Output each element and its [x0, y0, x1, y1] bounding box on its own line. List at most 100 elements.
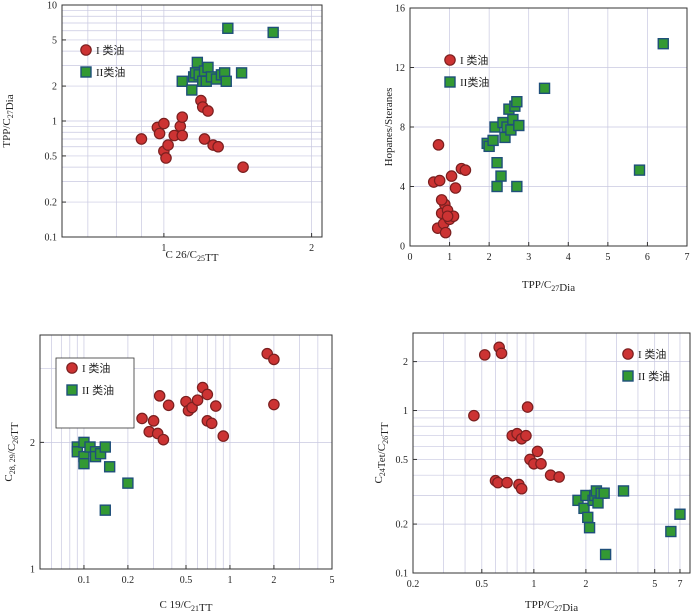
x-axis-label: C 19/C21TT	[160, 599, 213, 613]
data-point-type-i	[191, 394, 204, 406]
chart-c24tet-vs-tpp: 0.2 0.5 1 2 5 70.10.20.512TPP/C27DiaC24Tet/C2…	[373, 332, 691, 613]
data-point-type-ii	[186, 84, 198, 96]
data-point-type-i	[495, 347, 508, 360]
data-point-type-ii	[657, 38, 669, 50]
chart-hopanes-steranes-vs-tpp: 0 1 2 3 4 5 6 70481216TPP/C27DiaHopanes/Sterane…	[383, 4, 690, 295]
y-tick-label: 5	[52, 35, 57, 46]
legend-label: I 类油	[460, 53, 488, 67]
data-point-type-i	[268, 353, 280, 366]
data-point-type-i	[459, 164, 472, 176]
data-point-type-ii	[617, 485, 630, 497]
data-point-type-i	[198, 133, 211, 145]
legend-label: II 类油	[82, 383, 114, 397]
y-tick-label: 0.2	[396, 520, 409, 531]
chart-tpp-vs-c26-c25tt: 1 2 0.1 0.2 0.5 1 2 5 10 C 26/C25TT TPP/C27Dia I 类油…	[1, 1, 323, 264]
y-tick-label: 0.5	[45, 151, 58, 162]
data-point-type-ii	[235, 67, 248, 79]
data-point-type-i	[268, 398, 280, 411]
x-tick-label: 1	[227, 575, 232, 586]
legend-label: II类油	[460, 75, 489, 89]
data-point-type-i	[444, 54, 456, 66]
data-point-type-ii	[122, 477, 134, 489]
legend-label: I 类油	[96, 43, 124, 57]
x-axis-label: TPP/C27Dia	[525, 599, 578, 613]
y-axis-label: TPP/C27Dia	[1, 94, 16, 147]
x-tick-label: 1	[161, 243, 166, 254]
y-tick-label: 12	[395, 63, 405, 74]
data-point-type-i	[445, 170, 458, 182]
x-tick-label: 4	[566, 252, 571, 263]
x-tick-label: 2	[271, 575, 276, 586]
data-point-type-ii	[202, 61, 214, 74]
data-point-type-ii	[491, 156, 503, 169]
data-point-type-i	[468, 409, 480, 422]
data-point-type-i	[531, 445, 544, 458]
data-point-type-ii	[538, 82, 551, 95]
y-tick-label: 2	[52, 82, 57, 93]
data-point-type-ii	[220, 75, 232, 87]
data-point-type-ii	[80, 66, 92, 78]
legend-label: I 类油	[638, 347, 666, 361]
x-axis-label: TPP/C27Dia	[522, 279, 575, 294]
y-tick-label: 4	[400, 182, 405, 193]
y-tick-label: 0.5	[396, 455, 409, 466]
y-axis-label: Hopanes/Steranes	[383, 88, 395, 167]
y-tick-label: 1	[30, 565, 35, 576]
y-tick-label: 0.2	[45, 198, 58, 209]
data-point-type-i	[501, 476, 513, 489]
data-point-type-i	[439, 226, 452, 239]
x-tick-label: 0.2	[122, 575, 135, 586]
data-point-type-i	[210, 400, 222, 412]
data-point-type-i	[135, 133, 148, 145]
x-tick-label: 7	[677, 579, 682, 590]
x-tick-label: 5	[652, 579, 657, 590]
data-point-type-ii	[487, 134, 499, 147]
data-point-type-ii	[511, 180, 523, 193]
data-point-type-i	[622, 348, 634, 360]
data-point-type-ii	[592, 497, 604, 509]
y-tick-label: 8	[400, 123, 405, 134]
y-axis-label: C28, 29/C26TT	[3, 422, 21, 481]
data-point-type-i	[237, 161, 249, 173]
data-point-type-i	[441, 210, 454, 223]
data-point-type-i	[162, 139, 174, 151]
data-point-type-ii	[176, 75, 188, 87]
data-point-type-i	[157, 433, 170, 446]
y-tick-label: 0	[400, 242, 405, 253]
data-point-type-i	[212, 140, 224, 153]
data-point-type-ii	[78, 457, 90, 470]
y-tick-label: 0.1	[396, 569, 409, 580]
data-point-type-i	[515, 482, 528, 495]
legend-label: I 类油	[82, 361, 110, 375]
data-point-type-i	[553, 471, 565, 483]
data-point-type-i	[66, 362, 78, 374]
data-point-type-i	[535, 457, 547, 470]
data-point-type-i	[521, 401, 534, 413]
x-tick-label: 0.1	[78, 575, 91, 586]
x-tick-label: 1	[447, 252, 452, 263]
data-point-type-ii	[495, 170, 507, 182]
legend-label: II类油	[96, 65, 125, 79]
data-point-type-i	[158, 117, 170, 130]
data-point-type-i	[153, 390, 166, 402]
x-tick-label: 6	[645, 252, 650, 263]
data-point-type-ii	[507, 113, 519, 126]
data-point-type-i	[160, 152, 172, 164]
data-point-type-i	[162, 399, 175, 412]
data-point-type-i	[432, 139, 445, 151]
data-point-type-ii	[99, 504, 111, 516]
legend-label: II 类油	[638, 369, 670, 383]
x-tick-label: 0	[408, 252, 413, 263]
data-point-type-ii	[513, 119, 525, 132]
x-tick-label: 2	[309, 243, 314, 254]
data-point-type-ii	[665, 525, 677, 538]
data-point-type-i	[433, 174, 446, 187]
data-point-type-ii	[103, 461, 116, 473]
data-point-type-ii	[582, 511, 594, 524]
data-point-type-i	[201, 388, 214, 401]
x-tick-label: 5	[330, 575, 335, 586]
data-point-type-i	[520, 429, 532, 442]
data-point-type-i	[449, 182, 462, 194]
plot-frame	[412, 332, 691, 574]
